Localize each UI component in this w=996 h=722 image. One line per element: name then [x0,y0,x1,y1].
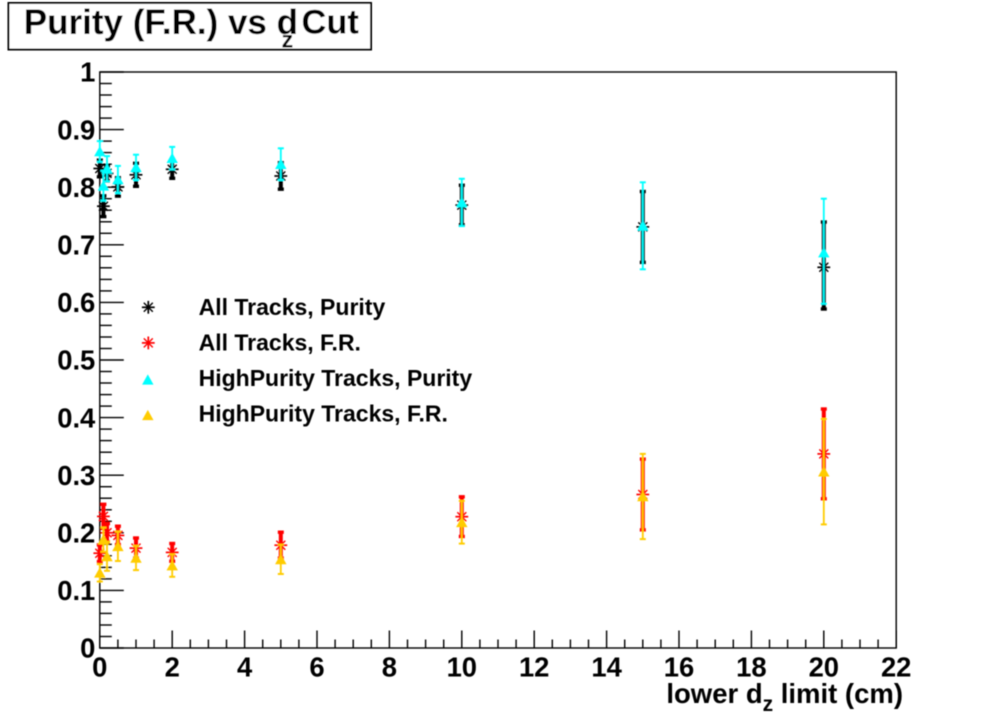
svg-text:6: 6 [309,652,324,683]
svg-text:4: 4 [237,652,253,683]
svg-text:z: z [282,26,294,52]
svg-text:0.4: 0.4 [57,402,96,433]
svg-text:0.6: 0.6 [57,287,95,318]
svg-text:8: 8 [382,652,397,683]
svg-text:14: 14 [591,652,622,683]
svg-text:18: 18 [736,652,766,683]
svg-text:0: 0 [92,652,107,683]
svg-text:2: 2 [165,652,180,683]
svg-text:0.3: 0.3 [57,460,95,491]
svg-text:20: 20 [809,652,839,683]
svg-text:0.2: 0.2 [57,518,95,549]
svg-text:1: 1 [80,57,95,88]
svg-text:0.1: 0.1 [57,575,95,606]
svg-text:22: 22 [881,652,911,683]
svg-text:0.8: 0.8 [57,172,95,203]
svg-text:Cut: Cut [302,3,360,41]
svg-text:0.9: 0.9 [57,114,95,145]
svg-text:HighPurity Tracks, F.R.: HighPurity Tracks, F.R. [199,401,448,427]
svg-text:0.5: 0.5 [57,345,95,376]
svg-text:All Tracks, F.R.: All Tracks, F.R. [199,330,361,356]
svg-text:0: 0 [80,633,95,664]
svg-text:16: 16 [664,652,694,683]
svg-text:All Tracks, Purity: All Tracks, Purity [199,294,386,320]
svg-text:12: 12 [519,652,549,683]
svg-text:10: 10 [447,652,477,683]
svg-text:Purity (F.R.) vs d: Purity (F.R.) vs d [24,3,298,42]
svg-text:HighPurity Tracks, Purity: HighPurity Tracks, Purity [199,365,473,391]
svg-text:0.7: 0.7 [57,230,95,261]
